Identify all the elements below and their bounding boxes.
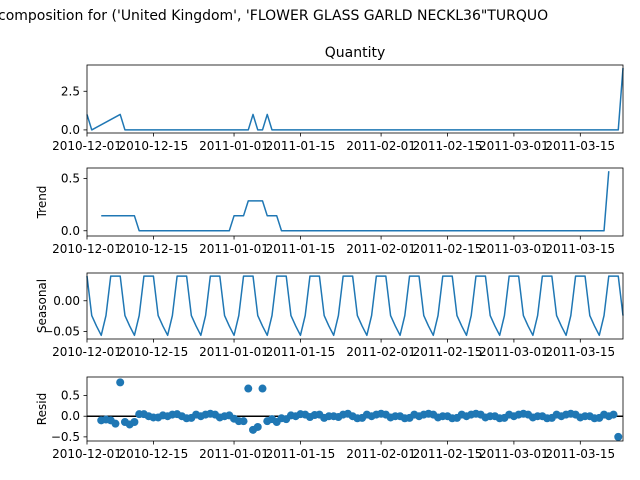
x-tick-label: 2011-01-01 xyxy=(199,242,269,256)
x-tick-label: 2011-01-15 xyxy=(266,139,336,153)
x-tick-label: 2010-12-15 xyxy=(119,447,189,461)
scatter-point xyxy=(244,384,253,393)
x-tick-label: 2010-12-01 xyxy=(52,447,122,461)
x-tick-label: 2011-01-01 xyxy=(199,345,269,359)
x-tick-label: 2011-03-15 xyxy=(545,242,615,256)
x-tick-label: 2011-01-01 xyxy=(199,447,269,461)
x-tick-label: 2011-03-15 xyxy=(545,447,615,461)
x-tick-label: 2010-12-01 xyxy=(52,139,122,153)
y-tick-label: 0.0 xyxy=(61,224,80,238)
y-axis-label: Resid xyxy=(35,393,49,425)
x-tick-label: 2011-03-01 xyxy=(479,447,549,461)
scatter-point xyxy=(130,418,139,427)
axes-frame xyxy=(86,376,624,442)
y-tick-label: −0.05 xyxy=(43,325,80,339)
scatter-point xyxy=(609,410,618,419)
x-tick-label: 2011-02-15 xyxy=(413,139,483,153)
axes-frame xyxy=(86,64,624,134)
scatter-point xyxy=(253,422,262,431)
axes-frame xyxy=(86,272,624,340)
y-axis-label: Seasonal xyxy=(35,279,49,333)
y-tick-label: −0.5 xyxy=(51,430,80,444)
y-tick-label: 0.0 xyxy=(61,409,80,423)
panel-title: Quantity xyxy=(325,45,386,61)
scatter-point xyxy=(116,378,125,387)
series-line xyxy=(86,68,624,131)
x-tick-label: 2010-12-15 xyxy=(119,345,189,359)
series-2 xyxy=(86,275,624,337)
y-tick-label: 0.0 xyxy=(61,123,80,137)
axes-frame xyxy=(86,167,624,237)
x-tick-label: 2011-01-15 xyxy=(266,242,336,256)
figure-suptitle: composition for ('United Kingdom', 'FLOW… xyxy=(0,8,548,24)
scatter-point xyxy=(111,419,120,428)
x-tick-label: 2011-03-01 xyxy=(479,345,549,359)
x-tick-label: 2011-01-15 xyxy=(266,447,336,461)
x-tick-label: 2011-02-01 xyxy=(346,242,416,256)
series-3 xyxy=(97,378,623,441)
scatter-point xyxy=(258,384,267,393)
x-tick-label: 2011-03-15 xyxy=(545,345,615,359)
x-tick-label: 2011-02-01 xyxy=(346,345,416,359)
x-tick-label: 2011-02-01 xyxy=(346,447,416,461)
x-tick-label: 2011-02-15 xyxy=(413,242,483,256)
x-tick-label: 2011-01-15 xyxy=(266,345,336,359)
series-line xyxy=(101,171,610,232)
scatter-point xyxy=(614,432,623,441)
x-tick-label: 2011-02-15 xyxy=(413,447,483,461)
y-tick-label: 2.5 xyxy=(61,84,80,98)
y-tick-label: 0.00 xyxy=(53,294,80,308)
scatter-point xyxy=(239,417,248,426)
series-line xyxy=(86,275,624,337)
x-tick-label: 2010-12-15 xyxy=(119,139,189,153)
x-tick-label: 2010-12-01 xyxy=(52,345,122,359)
y-tick-label: 0.5 xyxy=(61,171,80,185)
x-tick-label: 2011-02-15 xyxy=(413,345,483,359)
series-0 xyxy=(86,68,624,131)
y-axis-label: Trend xyxy=(35,186,49,220)
x-tick-label: 2010-12-01 xyxy=(52,242,122,256)
x-tick-label: 2011-03-01 xyxy=(479,139,549,153)
x-tick-label: 2011-03-15 xyxy=(545,139,615,153)
y-tick-label: 0.5 xyxy=(61,389,80,403)
x-tick-label: 2011-01-01 xyxy=(199,139,269,153)
series-1 xyxy=(101,171,610,232)
x-tick-label: 2011-03-01 xyxy=(479,242,549,256)
x-tick-label: 2010-12-15 xyxy=(119,242,189,256)
x-tick-label: 2011-02-01 xyxy=(346,139,416,153)
